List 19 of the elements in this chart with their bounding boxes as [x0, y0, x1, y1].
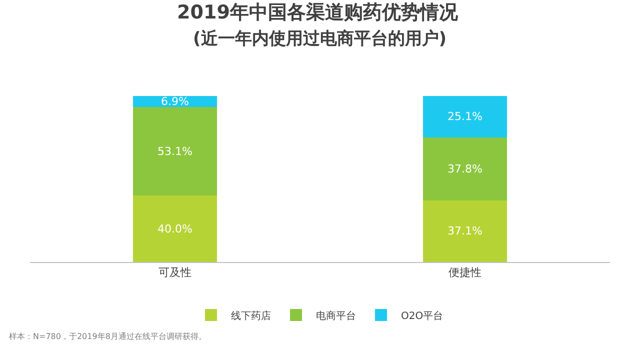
data-label: 37.1% — [448, 224, 482, 238]
legend-label: 线下药店 — [231, 310, 271, 322]
data-label: 6.9% — [161, 94, 189, 108]
data-label: 25.1% — [448, 110, 482, 124]
data-label: 37.8% — [448, 162, 482, 176]
bar — [422, 137, 508, 200]
data-label: 40.0% — [158, 222, 192, 236]
text: 样本：N=780，于2019年8月通过在线平台调研获得。 — [9, 332, 206, 341]
bar — [422, 200, 508, 262]
chart-subtitle: (近一年内使用过电商平台的用户) — [193, 29, 447, 49]
bar — [132, 107, 218, 196]
chart-title: 2019年中国各渠道购药优势情况 — [177, 2, 459, 24]
bar — [422, 96, 508, 138]
x-tick-label: 便捷性 — [448, 266, 482, 280]
legend-label: 电商平台 — [316, 310, 356, 322]
x-tick-label: 可及性 — [158, 266, 192, 280]
bar — [132, 196, 218, 262]
data-label: 53.1% — [158, 144, 192, 158]
legend-label: O2O平台 — [401, 310, 444, 322]
